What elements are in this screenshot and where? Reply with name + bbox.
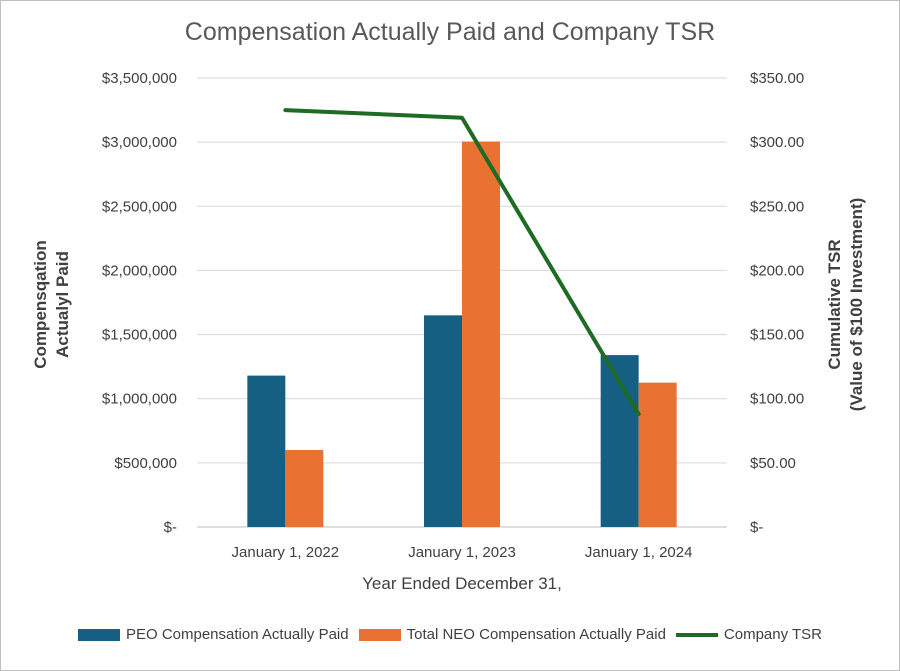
legend-entry-peo[interactable]: PEO Compensation Actually Paid xyxy=(77,626,349,643)
y2-tick-label: $300.00 xyxy=(750,134,804,151)
y-tick-label: $3,000,000 xyxy=(102,134,177,151)
y-axis-title: Compensqation Actualyl Paid xyxy=(31,240,72,368)
legend-swatch-peo xyxy=(77,628,120,641)
legend-entry-tsr[interactable]: Company TSR xyxy=(675,626,823,643)
x-tick-label: January 1, 2023 xyxy=(408,544,516,561)
legend-label-peo: PEO Compensation Actually Paid xyxy=(125,626,349,643)
y2-tick-label: $50.00 xyxy=(750,455,796,472)
legend-label-neo: Total NEO Compensation Actually Paid xyxy=(406,626,666,643)
tick-labels: $- $500,000 $1,000,000 $1,500,000 $2,000,000… xyxy=(102,70,804,561)
bar-peo xyxy=(247,375,286,527)
y2-tick-label: $350.00 xyxy=(750,70,804,87)
y2-axis-title: Cumulative TSR (Value of $100 Investment) xyxy=(825,198,866,412)
y-tick-label: $1,500,000 xyxy=(102,327,177,344)
y2-axis-title-line: Cumulative TSR xyxy=(825,239,844,369)
y-tick-label: $1,000,000 xyxy=(102,391,177,408)
bar-neo xyxy=(462,141,500,527)
y2-tick-label: $100.00 xyxy=(750,391,804,408)
legend-label-tsr: Company TSR xyxy=(723,626,823,643)
y2-tick-label: $200.00 xyxy=(750,262,804,279)
legend-swatch-tsr xyxy=(675,632,718,637)
bars xyxy=(247,141,677,527)
axis-labels: Year Ended December 31, Compensqation Actu… xyxy=(31,198,866,593)
y-tick-label: $2,500,000 xyxy=(102,198,177,215)
bar-neo xyxy=(638,382,677,527)
y-tick-label: $2,000,000 xyxy=(102,262,177,279)
x-axis-title: Year Ended December 31, xyxy=(362,574,562,593)
y-tick-label: $3,500,000 xyxy=(102,70,177,87)
legend: PEO Compensation Actually Paid Total NEO… xyxy=(0,626,900,643)
y2-tick-label: $150.00 xyxy=(750,327,804,344)
y2-tick-label: $250.00 xyxy=(750,198,804,215)
x-tick-label: January 1, 2022 xyxy=(232,544,340,561)
legend-entry-neo[interactable]: Total NEO Compensation Actually Paid xyxy=(358,626,666,643)
x-tick-label: January 1, 2024 xyxy=(585,544,693,561)
tsr-line xyxy=(283,108,641,417)
chart-title: Compensation Actually Paid and Company T… xyxy=(184,18,716,46)
y-axis-title-line: Actualyl Paid xyxy=(53,251,72,358)
bar-neo xyxy=(285,450,324,527)
y2-axis-title-line: (Value of $100 Investment) xyxy=(847,198,866,412)
y-tick-label: $- xyxy=(164,519,177,536)
tsr-line-group xyxy=(283,108,641,417)
y-tick-label: $500,000 xyxy=(114,455,177,472)
bar-peo xyxy=(424,315,462,527)
y-axis-title-line: Compensqation xyxy=(31,240,50,368)
y2-tick-label: $- xyxy=(750,519,763,536)
legend-swatch-neo xyxy=(358,628,401,641)
